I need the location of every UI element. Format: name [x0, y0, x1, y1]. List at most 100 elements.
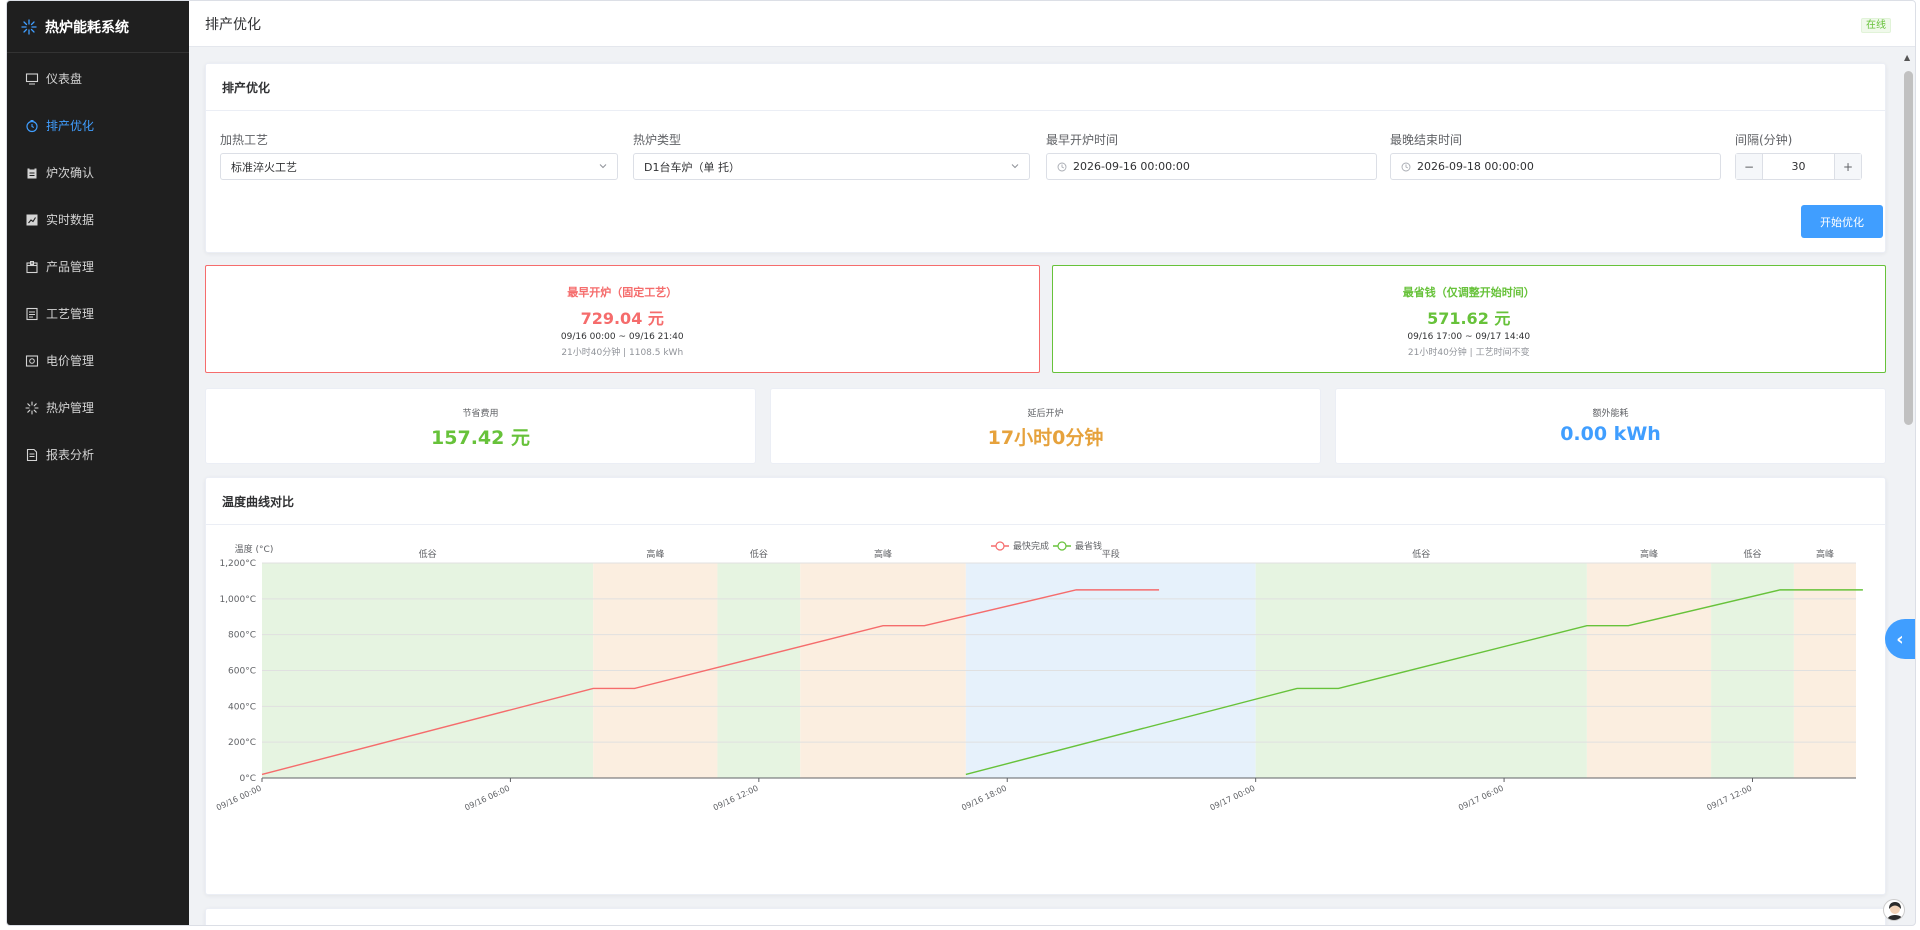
- saving-label: 节省费用: [462, 409, 499, 419]
- y-tick-label: 0°C: [239, 774, 256, 784]
- band-label: 高峰: [1640, 548, 1658, 560]
- y-tick-label: 200°C: [228, 738, 256, 748]
- process-select[interactable]: 标准淬火工艺: [220, 153, 618, 180]
- latest-label: 最晚结束时间: [1390, 133, 1463, 147]
- chart-card-title: 温度曲线对比: [206, 478, 1885, 525]
- latest-end-input[interactable]: 2026-09-18 00:00:00: [1390, 153, 1721, 180]
- sidebar-item-label: 排产优化: [46, 119, 95, 133]
- process-value: 标准淬火工艺: [231, 160, 297, 174]
- temperature-chart: 低谷 高峰 低谷 高峰 平段 低谷 高峰 低谷 高峰 0°C 200°C 400°C 600°C 800°…: [215, 540, 1863, 813]
- scrollbar[interactable]: ▲: [1901, 51, 1913, 925]
- clipboard-icon: [27, 167, 37, 178]
- series-line: [261, 589, 1160, 776]
- sidebar-item-6[interactable]: 工艺管理: [7, 290, 189, 337]
- sidebar-item-3[interactable]: 炉次确认: [7, 149, 189, 196]
- cheapest-plan-amount: 571.62 元: [1427, 309, 1511, 328]
- scrollbar-thumb[interactable]: [1904, 71, 1913, 425]
- band-label: 平段: [1102, 548, 1120, 560]
- series-line: [965, 589, 1863, 776]
- temperature-chart-card: 温度曲线对比 低谷 高峰 低谷 高峰 平段 低谷 高峰 低谷 高峰 0°C 200°C 400°C 60…: [205, 477, 1886, 895]
- y-tick-label: 1,200°C: [219, 559, 256, 569]
- saving-value: 157.42 元: [431, 427, 530, 449]
- y-tick-label: 600°C: [228, 667, 256, 677]
- optimization-form-card: 排产优化 加热工艺 标准淬火工艺 热炉类型 D1台车炉（单 托） 最早开炉时间: [205, 63, 1886, 253]
- cheapest-plan-title: 最省钱（仅调整开始时间）: [1402, 286, 1535, 299]
- content: 排产优化 加热工艺 标准淬火工艺 热炉类型 D1台车炉（单 托） 最早开炉时间: [189, 47, 1893, 925]
- brand: 热炉能耗系统: [7, 1, 189, 53]
- decrement-button[interactable]: −: [1736, 154, 1763, 179]
- earliest-start-input[interactable]: 2026-09-16 00:00:00: [1046, 153, 1377, 180]
- band-label: 高峰: [646, 548, 664, 560]
- sidebar-nav: 仪表盘排产优化炉次确认实时数据产品管理工艺管理电价管理热炉管理报表分析: [7, 55, 189, 478]
- earliest-label: 最早开炉时间: [1046, 133, 1119, 147]
- fastest-plan-range: 09/16 00:00 ~ 09/16 21:40: [560, 332, 684, 342]
- x-tick-label: 09/17 06:00: [1457, 784, 1505, 813]
- earliest-value: 2026-09-16 00:00:00: [1073, 160, 1190, 173]
- furnace-label: 热炉类型: [633, 133, 682, 147]
- app-title: 热炉能耗系统: [45, 19, 129, 36]
- page-title: 排产优化: [205, 16, 261, 33]
- cheapest-plan-range: 09/16 17:00 ~ 09/17 14:40: [1407, 332, 1531, 342]
- document-icon: [26, 307, 38, 320]
- interval-label: 间隔(分钟): [1735, 133, 1793, 147]
- sidebar-item-label: 炉次确认: [46, 166, 95, 180]
- increment-button[interactable]: +: [1834, 154, 1861, 179]
- legend-marker: [1057, 541, 1067, 551]
- interval-input[interactable]: 30: [1791, 160, 1806, 173]
- chevron-down-icon: [599, 164, 607, 169]
- sidebar-item-9[interactable]: 报表分析: [7, 431, 189, 478]
- cheapest-plan-detail: 21小时40分钟 | 工艺时间不变: [1407, 348, 1530, 358]
- avatar[interactable]: [1883, 899, 1905, 921]
- sidebar-item-label: 报表分析: [46, 448, 95, 462]
- sidebar: 热炉能耗系统 仪表盘排产优化炉次确认实时数据产品管理工艺管理电价管理热炉管理报表…: [7, 1, 189, 925]
- snowflake-logo-icon: [21, 18, 37, 35]
- furnace-select[interactable]: D1台车炉（单 托）: [633, 153, 1030, 180]
- x-tick-label: 09/16 18:00: [960, 784, 1008, 813]
- legend-marker: [995, 541, 1005, 551]
- chart-wrap: 低谷 高峰 低谷 高峰 平段 低谷 高峰 低谷 高峰 0°C 200°C 400°C 600°C 800°…: [206, 525, 1885, 895]
- delay-label: 延后开炉: [1027, 409, 1064, 419]
- band-label: 低谷: [1412, 548, 1430, 560]
- sidebar-item-1[interactable]: 仪表盘: [7, 55, 189, 102]
- topbar: 排产优化 在线: [189, 1, 1915, 47]
- collapse-panel-button[interactable]: ‹: [1885, 619, 1915, 659]
- extra-energy-label: 额外能耗: [1592, 409, 1629, 419]
- y-tick-label: 400°C: [228, 702, 256, 712]
- status-badge: 在线: [1861, 18, 1891, 33]
- fastest-plan-title: 最早开炉（固定工艺）: [567, 286, 678, 299]
- band-label: 高峰: [874, 548, 892, 560]
- sidebar-item-label: 热炉管理: [46, 401, 95, 415]
- fastest-plan-detail: 21小时40分钟 | 1108.5 kWh: [561, 348, 684, 358]
- report-icon: [26, 448, 38, 461]
- y-tick-label: 1,000°C: [219, 595, 256, 605]
- scroll-up-icon[interactable]: ▲: [1904, 53, 1911, 62]
- cheapest-plan-card: 最省钱（仅调整开始时间） 571.62 元 09/16 17:00 ~ 09/1…: [1051, 265, 1886, 373]
- sidebar-item-label: 产品管理: [46, 260, 95, 274]
- sidebar-item-2[interactable]: 排产优化: [7, 102, 189, 149]
- process-label: 加热工艺: [220, 133, 269, 147]
- sidebar-item-label: 电价管理: [46, 354, 95, 368]
- clock-icon: [26, 119, 38, 132]
- sidebar-item-4[interactable]: 实时数据: [7, 196, 189, 243]
- start-optimization-button[interactable]: 开始优化: [1801, 205, 1883, 238]
- fastest-plan-amount: 729.04 元: [580, 309, 664, 328]
- chevron-down-icon: [1011, 164, 1019, 169]
- comparison-row: 最早开炉（固定工艺） 729.04 元 09/16 00:00 ~ 09/16 …: [205, 265, 1886, 373]
- chart-icon: [26, 214, 38, 225]
- band-label: 低谷: [1743, 548, 1761, 560]
- band-label: 低谷: [419, 548, 437, 560]
- sidebar-item-5[interactable]: 产品管理: [7, 243, 189, 290]
- x-tick-label: 09/17 12:00: [1705, 784, 1753, 813]
- band-label: 低谷: [750, 548, 768, 560]
- sidebar-item-label: 实时数据: [46, 213, 95, 227]
- form-row: 加热工艺 标准淬火工艺 热炉类型 D1台车炉（单 托） 最早开炉时间 2026-…: [206, 111, 1885, 251]
- saving-stat: 节省费用 157.42 元: [205, 388, 756, 464]
- box-icon: [26, 260, 38, 273]
- latest-value: 2026-09-18 00:00:00: [1417, 160, 1534, 173]
- form-card-title: 排产优化: [206, 64, 1885, 111]
- sidebar-item-7[interactable]: 电价管理: [7, 337, 189, 384]
- furnace-value: D1台车炉（单 托）: [644, 160, 740, 174]
- clock-icon: [1057, 162, 1067, 171]
- x-tick-label: 09/16 12:00: [712, 784, 760, 813]
- sidebar-item-8[interactable]: 热炉管理: [7, 384, 189, 431]
